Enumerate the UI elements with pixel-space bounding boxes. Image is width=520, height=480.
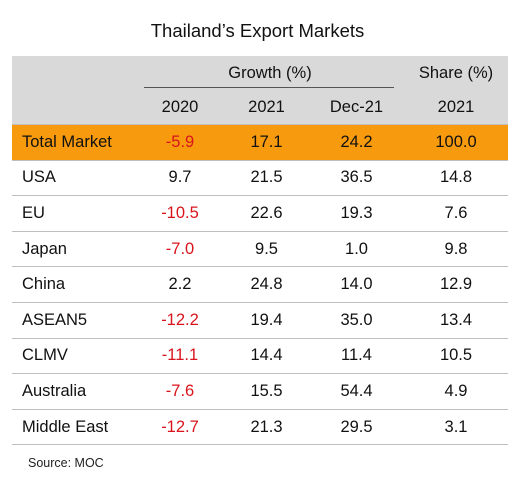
table-cell: 14.4 (224, 337, 309, 374)
table-cell: 24.2 (309, 124, 404, 161)
table-cell: -12.2 (136, 301, 224, 339)
table-cell: -11.1 (136, 337, 224, 374)
source-note: Source: MOC (28, 456, 104, 470)
table-row: Middle East -12.7 21.3 29.5 3.1 (12, 408, 508, 446)
table-cell: 100.0 (404, 124, 508, 161)
table-row: ASEAN5 -12.2 19.4 35.0 13.4 (12, 301, 508, 339)
table-row: CLMV -11.1 14.4 11.4 10.5 (12, 337, 508, 374)
table-cell: 15.5 (224, 373, 309, 410)
table-cell: 9.5 (224, 230, 309, 267)
table-cell: 35.0 (309, 301, 404, 339)
row-label: USA (12, 159, 136, 196)
table-cell: -5.9 (136, 124, 224, 161)
table-row: EU -10.5 22.6 19.3 7.6 (12, 195, 508, 232)
header-group-underline (144, 87, 394, 88)
table-cell: 9.8 (404, 230, 508, 267)
table-cell: 1.0 (309, 230, 404, 267)
table-cell: 14.0 (309, 266, 404, 303)
column-header-growth-2020: 2020 (136, 90, 224, 125)
column-header-growth-dec21: Dec-21 (309, 90, 404, 125)
table-title: Thailand’s Export Markets (150, 20, 365, 41)
table-cell: 54.4 (309, 373, 404, 410)
export-markets-table: Growth (%) Share (%) 2020 2021 Dec-21 20… (12, 56, 508, 446)
table-cell: -7.6 (136, 373, 224, 410)
table-row: Japan -7.0 9.5 1.0 9.8 (12, 230, 508, 267)
table-cell: 12.9 (404, 266, 508, 303)
table-cell: 11.4 (309, 337, 404, 374)
header-group-row: Growth (%) Share (%) (12, 56, 508, 90)
table-cell: 10.5 (404, 337, 508, 374)
column-header-market (12, 90, 136, 125)
table-cell: 13.4 (404, 301, 508, 339)
table-row: China 2.2 24.8 14.0 12.9 (12, 266, 508, 303)
data-table: Growth (%) Share (%) 2020 2021 Dec-21 20… (12, 56, 508, 446)
table-cell: 19.4 (224, 301, 309, 339)
table-cell: 2.2 (136, 266, 224, 303)
header-group-growth-label: Growth (%) (228, 63, 312, 82)
table-cell: 4.9 (404, 373, 508, 410)
row-label: CLMV (12, 337, 136, 374)
column-header-share-2021: 2021 (404, 90, 508, 125)
table-cell: 22.6 (224, 195, 309, 232)
table-cell: 29.5 (309, 408, 404, 446)
row-label: China (12, 266, 136, 303)
row-label: EU (12, 195, 136, 232)
table-cell: 17.1 (224, 124, 309, 161)
table-cell: -12.7 (136, 408, 224, 446)
table-cell: 9.7 (136, 159, 224, 196)
row-label: ASEAN5 (12, 301, 136, 339)
table-body: Total Market -5.9 17.1 24.2 100.0 USA 9.7 21.5 3… (12, 124, 508, 446)
table-cell: -7.0 (136, 230, 224, 267)
table-cell: 19.3 (309, 195, 404, 232)
table-row: Australia -7.6 15.5 54.4 4.9 (12, 373, 508, 410)
row-label: Total Market (12, 124, 136, 161)
row-label: Middle East (12, 408, 136, 446)
table-cell: 21.3 (224, 408, 309, 446)
table-row-total: Total Market -5.9 17.1 24.2 100.0 (12, 124, 508, 161)
header-group-share: Share (%) (404, 56, 508, 90)
column-header-growth-2021: 2021 (224, 90, 309, 125)
table-cell: 14.8 (404, 159, 508, 196)
table-cell: 21.5 (224, 159, 309, 196)
table-cell: 24.8 (224, 266, 309, 303)
table-cell: 3.1 (404, 408, 508, 446)
header-group-empty (12, 56, 136, 90)
row-label: Japan (12, 230, 136, 267)
header-column-row: 2020 2021 Dec-21 2021 (12, 90, 508, 125)
table-row: USA 9.7 21.5 36.5 14.8 (12, 159, 508, 196)
table-cell: 7.6 (404, 195, 508, 232)
table-cell: -10.5 (136, 195, 224, 232)
header-group-growth: Growth (%) (136, 56, 404, 90)
row-label: Australia (12, 373, 136, 410)
table-cell: 36.5 (309, 159, 404, 196)
